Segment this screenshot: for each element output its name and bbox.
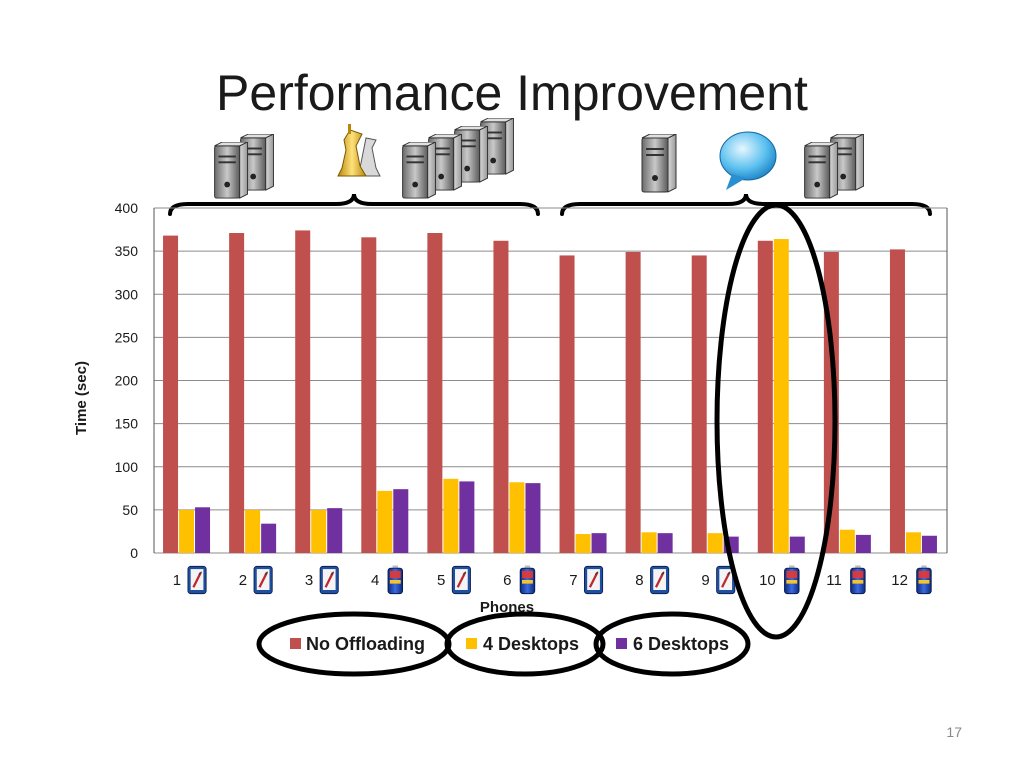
bar-no-offloading [493, 240, 509, 553]
x-tick-label: 11 [826, 572, 842, 589]
server-unit-icon [402, 142, 437, 199]
chess-pawn-shape [355, 137, 381, 177]
bar-4-desktops [641, 532, 657, 553]
pen-phone-icon [649, 565, 670, 595]
bar-6-desktops [261, 523, 277, 553]
bar-6-desktops [459, 481, 475, 553]
y-tick-label: 350 [115, 243, 139, 259]
y-axis-title: Time (sec) [73, 361, 90, 435]
x-tick-label: 12 [891, 572, 908, 589]
chess-pieces-icon [337, 124, 381, 177]
bar-no-offloading [361, 237, 377, 553]
bar-6-desktops [657, 533, 673, 553]
x-tick-label: 4 [371, 572, 379, 589]
bar-6-desktops [855, 534, 871, 553]
bar-no-offloading [625, 251, 641, 554]
left-group-brace [168, 193, 540, 216]
bar-no-offloading [757, 240, 773, 553]
battery-phone-icon [850, 565, 866, 595]
bar-4-desktops [839, 529, 855, 553]
x-tick-label: 1 [173, 572, 181, 589]
y-tick-label: 400 [115, 200, 139, 216]
battery-phone-icon [519, 565, 536, 595]
bar-no-offloading [559, 255, 575, 553]
slide-number: 17 [946, 724, 962, 740]
bar-6-desktops [195, 507, 211, 553]
bar-6-desktops [525, 483, 541, 553]
bar-4-desktops [311, 509, 327, 553]
bar-4-desktops [905, 532, 921, 553]
x-tick-label: 5 [437, 572, 445, 589]
x-tick-label: 3 [305, 572, 313, 589]
highlight-oval-phone-10 [714, 202, 838, 640]
legend-4-desktops-swatch [466, 638, 477, 649]
bar-4-desktops [509, 482, 525, 553]
bar-4-desktops [707, 533, 723, 553]
pen-phone-icon [451, 565, 472, 595]
bar-6-desktops [789, 536, 805, 553]
chat-bubble-icon [719, 131, 777, 190]
bubble-tail [726, 174, 746, 190]
battery-phone-icon [387, 565, 404, 595]
bar-no-offloading [295, 230, 311, 554]
y-tick-label: 100 [115, 459, 139, 475]
highlight-oval-4-desktops [444, 611, 606, 677]
bar-no-offloading [229, 233, 245, 553]
y-tick-label: 0 [130, 545, 138, 561]
legend-4-desktops-label: 4 Desktops [483, 634, 579, 654]
right-group-brace [560, 193, 932, 216]
x-tick-label: 6 [503, 572, 511, 589]
bar-6-desktops [921, 535, 937, 553]
bar-4-desktops [179, 509, 195, 553]
y-tick-label: 200 [115, 373, 139, 389]
y-tick-label: 150 [115, 416, 139, 432]
battery-phone-icon [784, 565, 800, 595]
pen-phone-icon [187, 565, 208, 595]
bar-no-offloading [427, 233, 443, 553]
slide-title: Performance Improvement [216, 65, 808, 121]
battery-phone-icon [916, 565, 932, 595]
legend-6-desktops-label: 6 Desktops [633, 634, 729, 654]
bar-4-desktops [773, 239, 789, 554]
legend-no-offloading-swatch [290, 638, 301, 649]
x-tick-label: 10 [759, 572, 776, 589]
server-unit-icon [804, 142, 839, 199]
x-tick-label: 2 [239, 572, 247, 589]
x-tick-label: 9 [701, 572, 709, 589]
bar-no-offloading [889, 249, 905, 553]
bar-6-desktops [591, 533, 607, 553]
bar-4-desktops [575, 534, 591, 553]
bar-4-desktops [245, 509, 261, 553]
server-cluster-icon [402, 118, 515, 199]
chess-cross-shape [348, 124, 351, 134]
pen-phone-icon [319, 565, 340, 595]
highlight-oval-6-desktops [593, 611, 751, 677]
bar-6-desktops [327, 508, 343, 553]
server-pair-icon [804, 134, 865, 199]
chess-king-shape [337, 129, 367, 177]
legend-6-desktops-swatch [616, 638, 627, 649]
server-single-icon [641, 134, 677, 193]
legend-no-offloading-label: No Offloading [306, 634, 425, 654]
bar-6-desktops [393, 489, 409, 553]
server-pair-icon [214, 134, 275, 199]
server-unit-icon [214, 142, 249, 199]
bar-4-desktops [377, 490, 393, 553]
x-tick-label: 7 [569, 572, 577, 589]
bar-no-offloading [691, 255, 707, 553]
bubble-body [719, 131, 777, 181]
bar-no-offloading [163, 235, 179, 553]
bar-4-desktops [443, 478, 459, 553]
pen-phone-icon [253, 565, 274, 595]
x-tick-label: 8 [635, 572, 643, 589]
y-tick-label: 250 [115, 329, 139, 345]
y-tick-label: 300 [115, 286, 139, 302]
y-tick-label: 50 [122, 502, 138, 518]
pen-phone-icon [583, 565, 604, 595]
